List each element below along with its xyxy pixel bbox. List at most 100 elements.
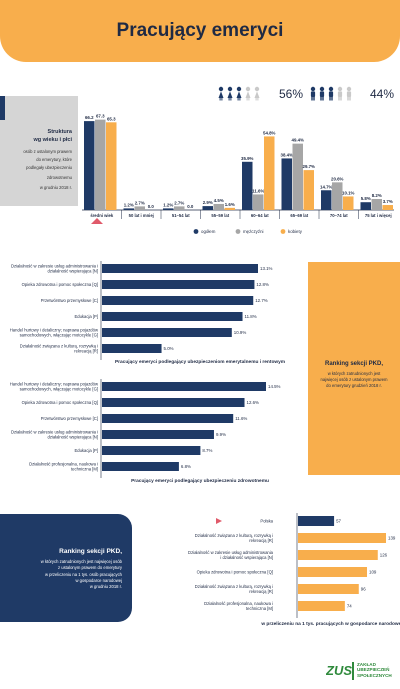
data-label: 5.0% — [164, 346, 174, 351]
person-leg — [313, 96, 315, 101]
person-head — [254, 86, 260, 92]
person-leg — [349, 96, 351, 101]
bar — [84, 121, 95, 210]
bar — [102, 312, 243, 321]
ranking-per-thousand-info-box — [0, 514, 132, 622]
category-label: i działalność wspierająca [N] — [220, 555, 273, 560]
zus-logo-mark: ZUS — [326, 663, 352, 678]
data-label: 8.7% — [202, 448, 212, 453]
logo-line: UBEZPIECZEŃ — [357, 667, 390, 673]
x-tick-label: 51–54 lat — [172, 213, 190, 218]
bar — [123, 208, 134, 210]
category-label: Polska — [260, 519, 273, 524]
category-label: Działalność w zakresie usług administrow… — [11, 264, 98, 269]
data-label: 74 — [347, 604, 352, 609]
bar — [102, 296, 254, 305]
ranking-desc-line: do emerytury grudzień 2018 r. — [326, 383, 382, 389]
category-label: rekreacją [R] — [249, 589, 273, 594]
person-body — [328, 91, 334, 97]
category-label: Przetwórstwo przemysłowe [C] — [41, 416, 98, 421]
x-tick-label: 60–64 lat — [251, 213, 269, 218]
person-leg — [322, 96, 324, 101]
data-label: 67.3 — [96, 114, 105, 119]
structure-info-box — [0, 96, 78, 206]
data-label: 11.6% — [235, 416, 247, 421]
person-head — [310, 86, 316, 92]
bar — [298, 516, 335, 526]
structure-desc-line: osób z ustalonym prawem — [23, 149, 72, 154]
person-leg — [219, 97, 221, 101]
x-tick-label: 75 lat i więcej — [365, 213, 392, 218]
data-label: 13.1% — [260, 266, 273, 271]
bar — [174, 206, 185, 210]
logo-line: ZAKŁAD — [357, 662, 376, 667]
highlight-marker — [91, 218, 103, 224]
category-label: Przetwórstwo przemysłowe [C] — [41, 298, 98, 303]
person-body — [236, 91, 242, 98]
person-leg — [320, 96, 322, 101]
data-label: 11.6% — [252, 188, 264, 193]
data-label: 8.2% — [372, 193, 382, 198]
bar — [298, 584, 359, 594]
ranking-desc-line: najwięcej osób z ustalonym prawem — [320, 377, 388, 383]
logo-line: SPOŁECZNYCH — [357, 672, 392, 678]
per-thousand-chart: 57 Polska 139 Działalność związana z kultur… — [188, 513, 400, 627]
category-label: Działalność profesjonalna, naukowa i — [29, 462, 98, 467]
bar — [303, 170, 314, 210]
ranking-description: w których zatrudnionych jest najwięcej o… — [314, 371, 394, 390]
legend-label: mężczyźni — [243, 229, 264, 234]
person-leg — [239, 97, 241, 101]
person-head — [319, 86, 325, 92]
structure-accent-bar — [0, 96, 5, 120]
page-title: Pracujący emeryci — [116, 20, 284, 41]
category-label: Edukacja [P] — [74, 448, 98, 453]
category-label: techniczna [M] — [71, 467, 98, 472]
bar — [332, 182, 343, 210]
data-label: 10.1% — [342, 190, 355, 195]
person-head — [328, 86, 334, 92]
structure-desc-line: zdrowotnemu — [46, 175, 72, 180]
category-label: Działalność w zakresie usług administrow… — [188, 550, 274, 555]
category-label: Działalność związana z kulturą, rozrywką… — [195, 533, 273, 538]
bar — [371, 198, 382, 210]
ranking-desc-line: w przeliczeniu na 1 tys. osób pracującyc… — [44, 571, 122, 577]
person-leg — [347, 96, 349, 101]
data-label: 0.0 — [148, 204, 155, 209]
category-label: Handel hurtowy i detaliczny; naprawa poj… — [10, 382, 99, 387]
logo-divider — [352, 662, 354, 680]
men-percentage: 44% — [370, 87, 395, 101]
category-label: Opieka zdrowotna i pomoc społeczna [Q] — [22, 400, 98, 405]
person-leg — [329, 96, 331, 101]
zus-logo-text: ZUS — [326, 663, 352, 678]
data-label: 57 — [336, 519, 341, 524]
person-leg — [228, 97, 230, 101]
bar — [360, 202, 371, 210]
bar — [292, 143, 303, 210]
structure-desc-line: do emerytury, które — [36, 157, 72, 162]
category-label: Działalność profesjonalna, naukowa i — [204, 601, 273, 606]
ranking-desc-line: w których zatrudnionych jest — [327, 371, 381, 376]
data-label: 1.2% — [163, 202, 173, 207]
bar — [95, 119, 106, 210]
data-label: 35.9% — [241, 156, 254, 161]
ranking-per-thousand-title: Ranking sekcji PKD, — [59, 548, 122, 555]
x-tick-label: 65–69 lat — [290, 213, 308, 218]
person-body — [254, 91, 260, 98]
bar — [253, 194, 264, 210]
bar — [102, 264, 258, 273]
person-leg — [338, 96, 340, 101]
person-leg — [230, 97, 232, 101]
zus-logo-name: ZAKŁAD UBEZPIECZEŃ SPOŁECZNYCH — [357, 662, 392, 678]
bar — [202, 206, 213, 210]
data-label: 1.6% — [225, 202, 235, 207]
person-head — [346, 86, 352, 92]
category-label: Handel hurtowy i detaliczny; naprawa poj… — [10, 328, 99, 333]
data-label: 4.5% — [214, 198, 224, 203]
ranking-desc-line: z ustalonym prawem do emerytury — [58, 565, 122, 571]
x-tick-label: 70–74 lat — [330, 213, 348, 218]
category-label: samochodowych, włączając motocykle [G] — [20, 387, 98, 392]
data-label: 12.7% — [255, 298, 268, 303]
data-label: 10.9% — [234, 330, 247, 335]
person-leg — [246, 97, 248, 101]
